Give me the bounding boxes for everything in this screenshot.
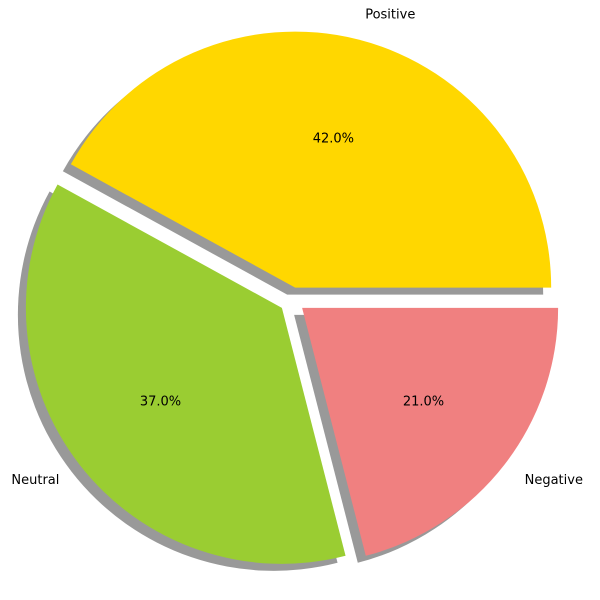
pie-slice-positive — [70, 31, 552, 288]
pie-labels: Positive 42.0% Neutral 37.0% Negative 21.0% — [11, 7, 583, 488]
slice-percent-neutral: 37.0% — [140, 394, 181, 409]
slice-percent-positive: 42.0% — [313, 131, 354, 146]
pie-slice-negative — [302, 307, 559, 556]
slice-label-positive: Positive — [365, 7, 415, 22]
slice-percent-negative: 21.0% — [403, 394, 444, 409]
slice-label-neutral: Neutral — [11, 473, 59, 488]
pie-slice-neutral — [25, 184, 346, 564]
slice-label-negative: Negative — [525, 473, 583, 488]
pie-slices — [25, 31, 559, 564]
